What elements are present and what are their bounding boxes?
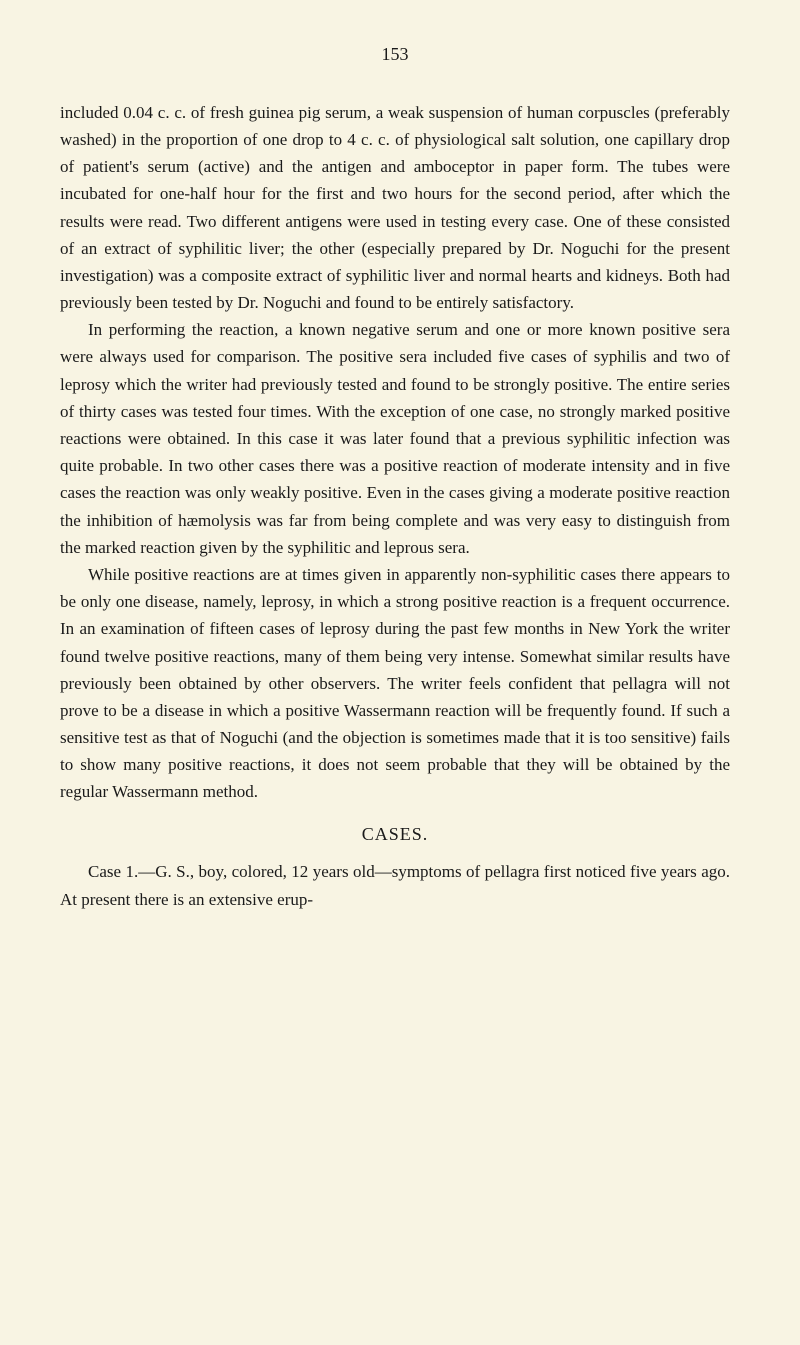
- page-number: 153: [60, 40, 730, 69]
- paragraph-2: In performing the reaction, a known nega…: [60, 316, 730, 561]
- paragraph-3: While positive reactions are at times gi…: [60, 561, 730, 806]
- paragraph-1: included 0.04 c. c. of fresh guinea pig …: [60, 99, 730, 317]
- cases-heading: CASES.: [60, 820, 730, 849]
- case-paragraph: Case 1.—G. S., boy, colored, 12 years ol…: [60, 858, 730, 912]
